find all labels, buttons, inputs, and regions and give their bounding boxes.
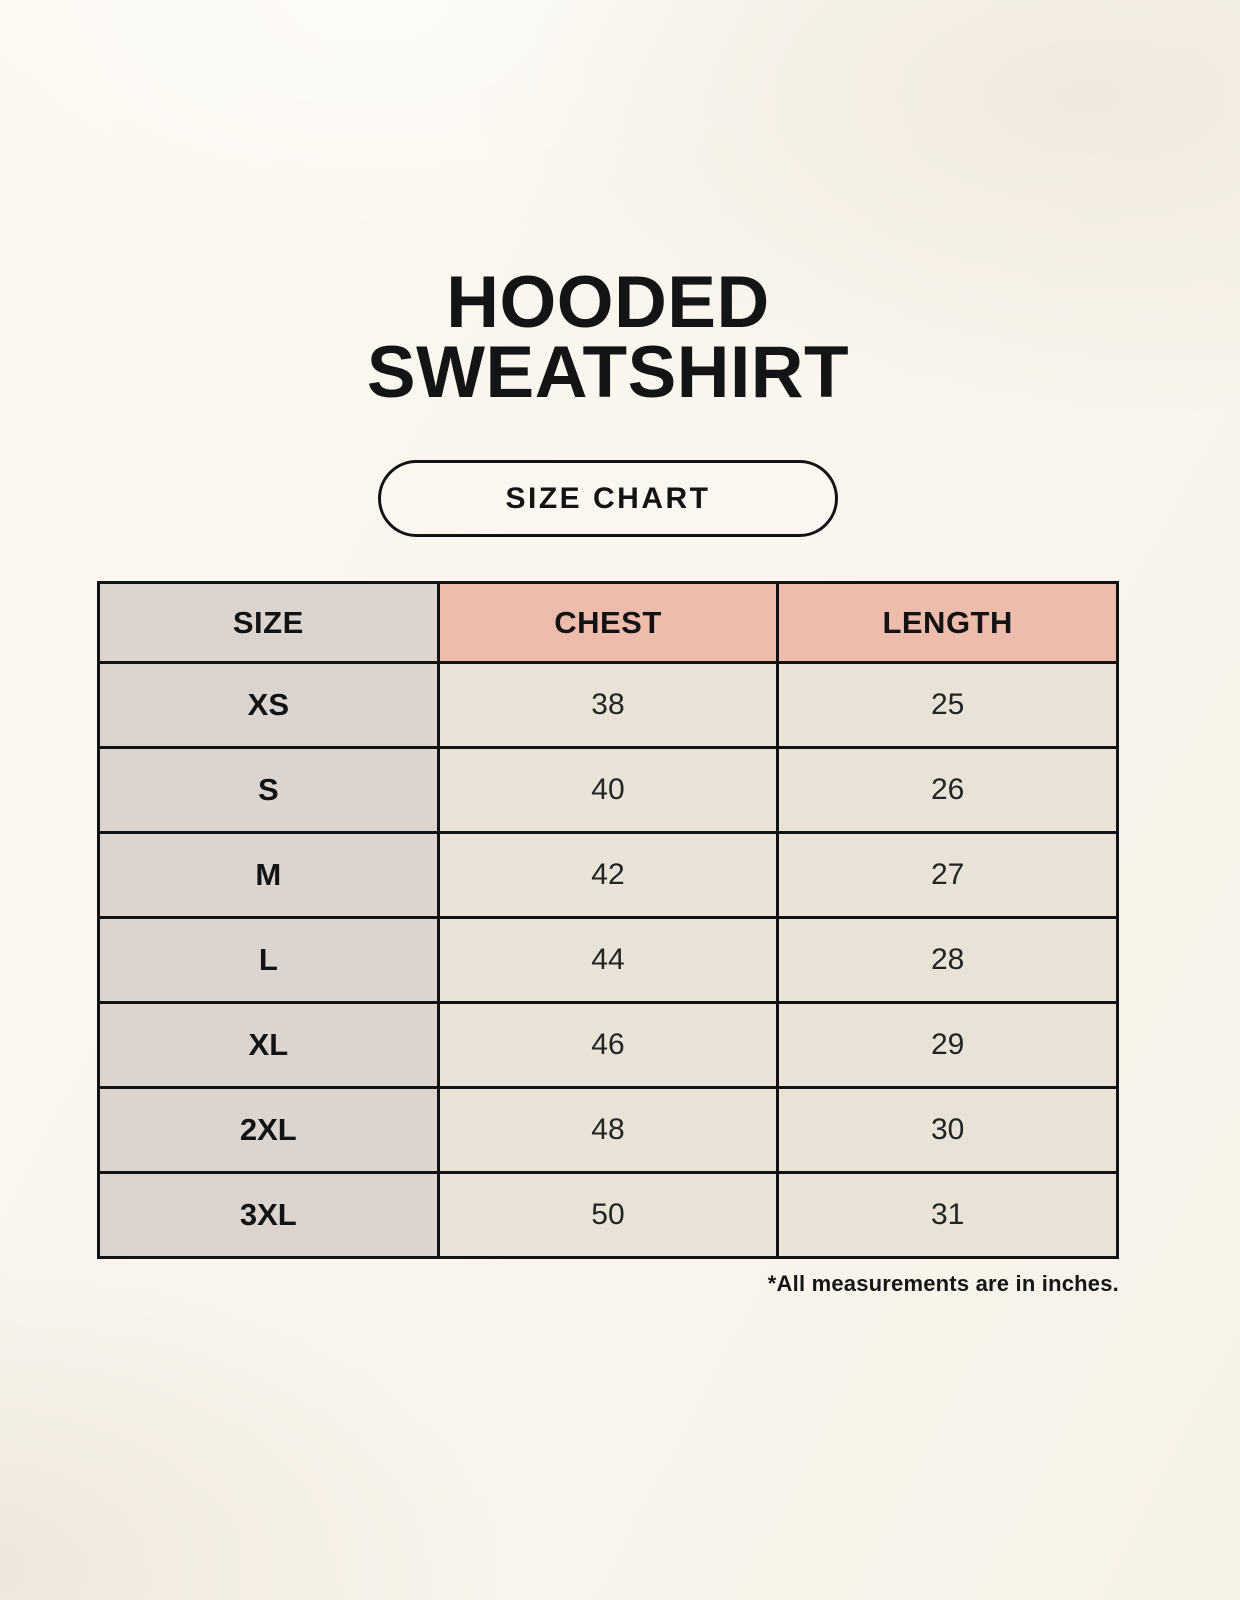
chest-cell: 50 (436, 1171, 780, 1259)
size-cell: S (97, 746, 440, 834)
measurements-footnote: *All measurements are in inches. (767, 1271, 1119, 1296)
table-row: XL 46 29 (97, 1001, 1119, 1089)
size-cell: M (97, 831, 440, 919)
title-line-1: HOODED (446, 262, 770, 343)
size-chart-badge: SIZE CHART (378, 460, 838, 537)
length-cell: 30 (776, 1086, 1119, 1174)
size-cell: L (97, 916, 440, 1004)
table-row: S 40 26 (97, 746, 1119, 834)
length-cell: 29 (776, 1001, 1119, 1089)
chest-cell: 44 (436, 916, 780, 1004)
chest-cell: 48 (436, 1086, 780, 1174)
chest-cell: 40 (436, 746, 780, 834)
length-cell: 25 (776, 661, 1119, 749)
table-row: 3XL 50 31 (97, 1171, 1119, 1259)
column-header-size: SIZE (97, 581, 440, 664)
length-cell: 31 (776, 1171, 1119, 1259)
column-header-chest: CHEST (436, 581, 780, 664)
size-cell: 2XL (97, 1086, 440, 1174)
product-title: HOODED SWEATSHIRT (97, 262, 1119, 413)
chest-cell: 42 (436, 831, 780, 919)
size-cell: 3XL (97, 1171, 440, 1259)
length-cell: 28 (776, 916, 1119, 1004)
column-header-length: LENGTH (776, 581, 1119, 664)
table-row: XS 38 25 (97, 661, 1119, 749)
length-cell: 27 (776, 831, 1119, 919)
content-column: HOODED SWEATSHIRT SIZE CHART SIZE CHEST … (97, 0, 1119, 1297)
length-cell: 26 (776, 746, 1119, 834)
size-cell: XS (97, 661, 440, 749)
size-cell: XL (97, 1001, 440, 1089)
table-row: 2XL 48 30 (97, 1086, 1119, 1174)
table-row: L 44 28 (97, 916, 1119, 1004)
header-row: SIZE CHEST LENGTH (97, 581, 1119, 664)
chest-cell: 46 (436, 1001, 780, 1089)
table-row: M 42 27 (97, 831, 1119, 919)
size-chart-table: SIZE CHEST LENGTH XS 38 25 S 40 26 M (97, 581, 1119, 1259)
chest-cell: 38 (436, 661, 780, 749)
title-line-2: SWEATSHIRT (366, 332, 850, 413)
